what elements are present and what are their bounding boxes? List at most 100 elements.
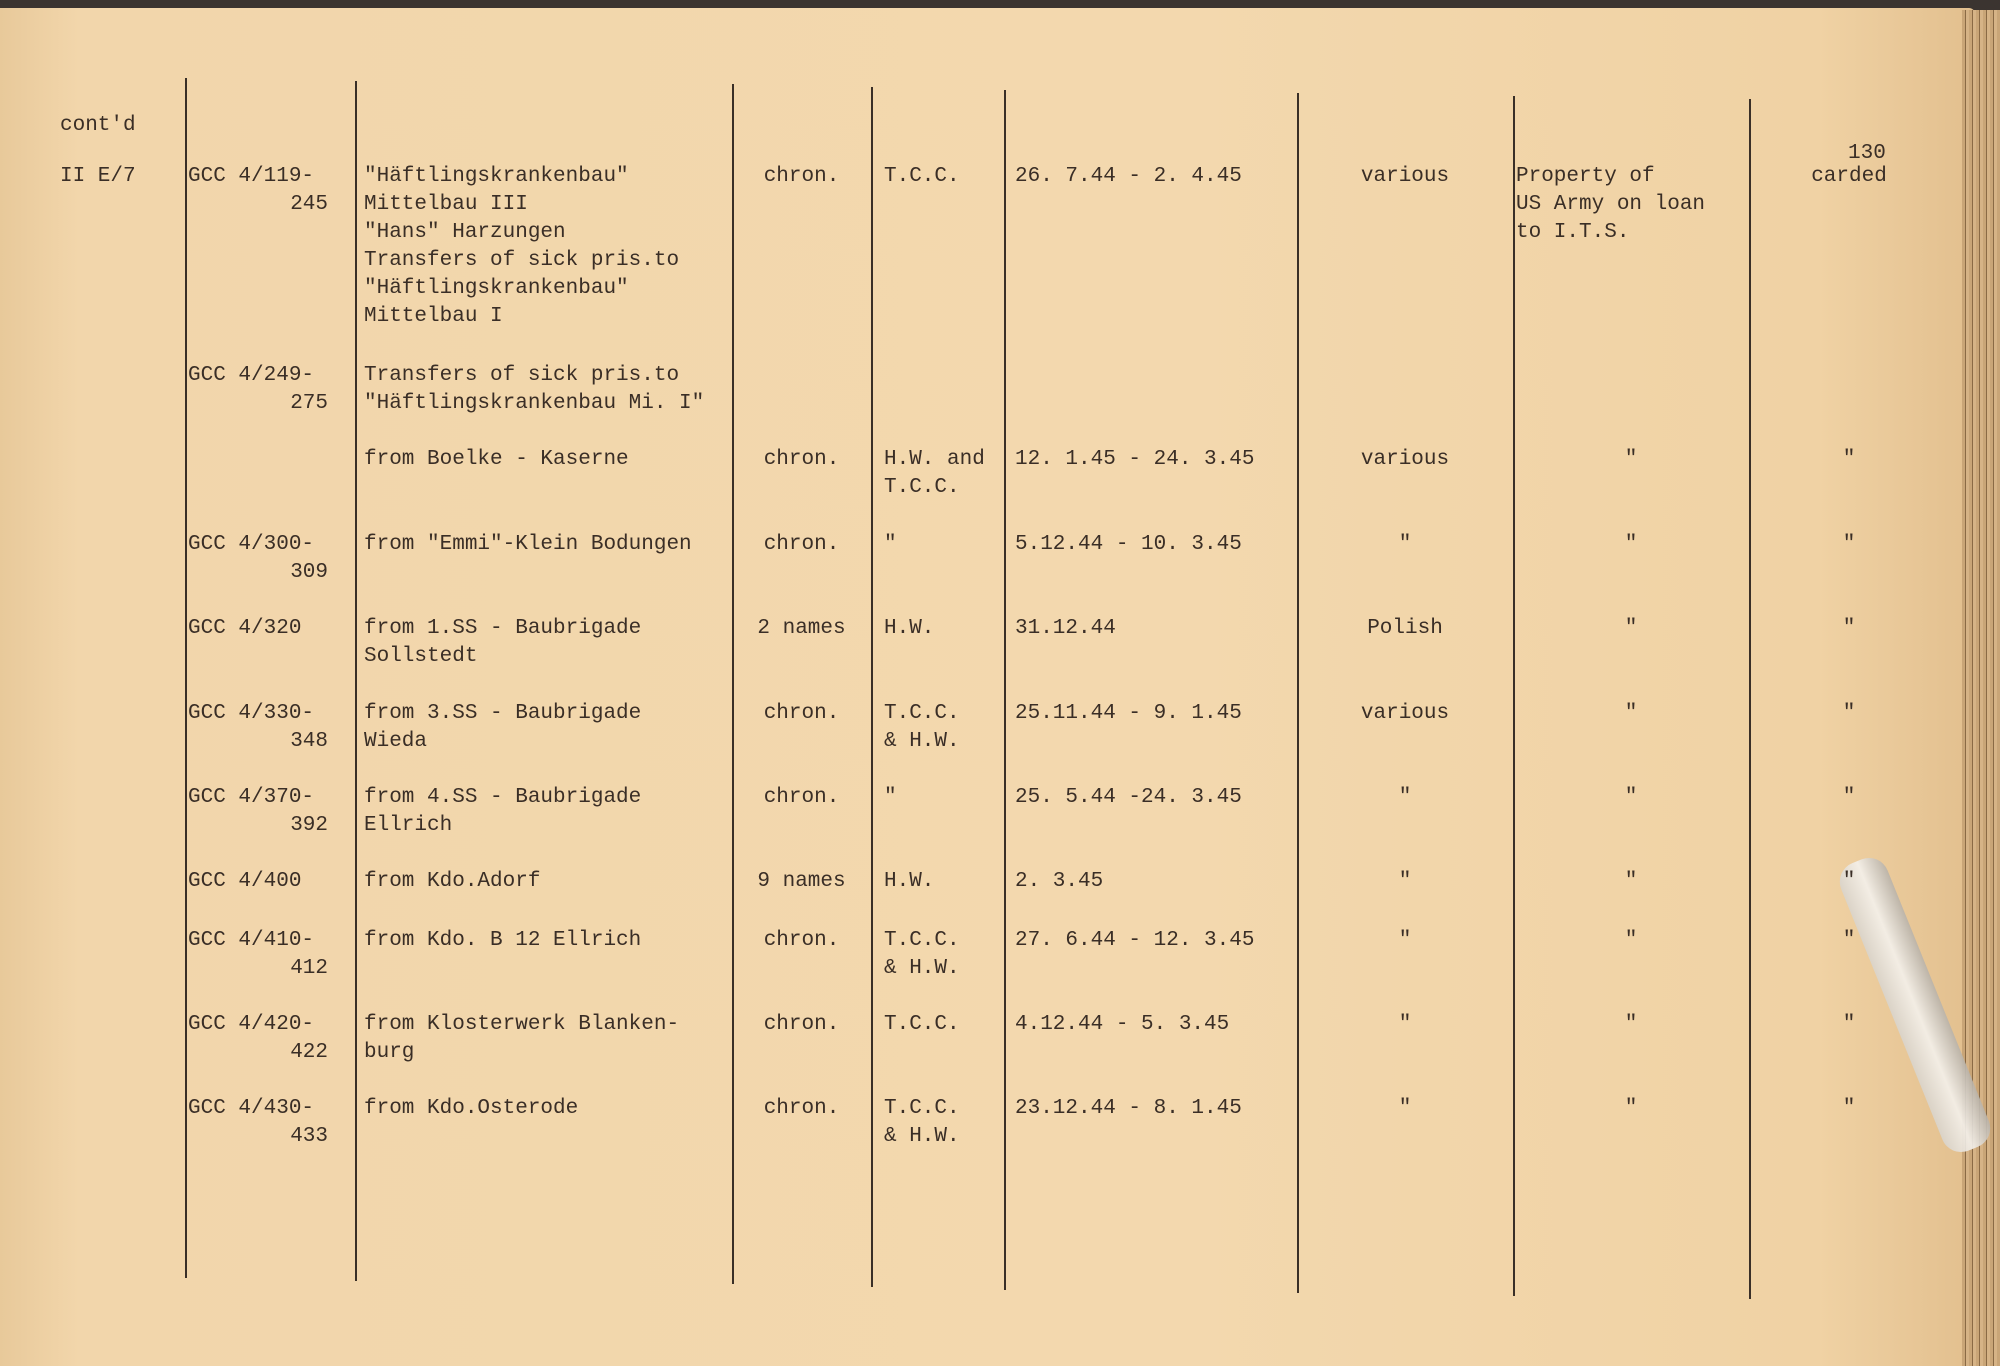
language: " [1398,786,1412,809]
record-type: chron. [763,1013,840,1036]
description-line: from Klosterwerk Blanken- [364,1013,680,1036]
ref-number: GCC 4/249- [188,364,315,387]
ref-number: GCC 4/370- [188,786,315,809]
description-line: "Häftlingskrankenbau" [364,277,629,300]
source-line: T.C.C. [884,165,960,188]
ref-number: GCC 4/400 [188,870,302,893]
column-divider [355,81,357,1281]
language: " [1398,1013,1412,1036]
description-line: from 3.SS - Baubrigade [364,702,642,725]
ref-number: GCC 4/410- [188,929,315,952]
source-line: T.C.C. [884,1013,960,1036]
section-code: II E/7 [60,165,136,188]
card-status: " [1842,1097,1856,1120]
record-type: chron. [763,165,840,188]
ref-number-cont: 422 [290,1041,328,1064]
source-line: T.C.C. [884,929,960,952]
ref-number: GCC 4/320 [188,617,302,640]
description-line: from Boelke - Kaserne [364,448,629,471]
date-range: 27. 6.44 - 12. 3.45 [1015,929,1255,952]
source-line: H.W. [884,870,935,893]
language: various [1360,448,1450,471]
description-line: from Kdo. B 12 Ellrich [364,929,642,952]
ref-number-cont: 348 [290,730,328,753]
language: " [1398,870,1412,893]
description-line: Transfers of sick pris.to [364,249,680,272]
description-line: "Häftlingskrankenbau" [364,165,629,188]
ref-number: GCC 4/300- [188,533,315,556]
description-line: from 1.SS - Baubrigade [364,617,642,640]
language: Polish [1367,617,1443,640]
record-type: 9 names [757,870,846,893]
ref-number: GCC 4/430- [188,1097,315,1120]
description-line: Mittelbau I [364,305,503,328]
date-range: 25. 5.44 -24. 3.45 [1015,786,1242,809]
ownership-line: " [1624,786,1638,809]
ownership-line: US Army on loan [1516,193,1706,216]
date-range: 26. 7.44 - 2. 4.45 [1015,165,1242,188]
language: " [1398,1097,1412,1120]
card-status: " [1842,533,1856,556]
description-line: "Hans" Harzungen [364,221,566,244]
record-type: chron. [763,1097,840,1120]
column-divider [871,87,873,1287]
card-status: " [1842,929,1856,952]
record-type: chron. [763,533,840,556]
card-status: carded [1811,165,1887,188]
record-type: chron. [763,702,840,725]
card-status: " [1842,1013,1856,1036]
ownership-line: " [1624,617,1638,640]
source-line: T.C.C. [884,1097,960,1120]
ref-number: GCC 4/420- [188,1013,315,1036]
language: " [1398,533,1412,556]
ownership-line: " [1624,448,1638,471]
card-status: " [1842,786,1856,809]
ref-number-cont: 275 [290,392,328,415]
ref-number-cont: 392 [290,814,328,837]
description-line: burg [364,1041,415,1064]
page-number: 130 [1848,142,1886,165]
description-line: Mittelbau III [364,193,528,216]
source-line: & H.W. [884,957,960,980]
date-range: 23.12.44 - 8. 1.45 [1015,1097,1242,1120]
page-edges [1962,10,2000,1366]
record-type: chron. [763,929,840,952]
column-divider [732,84,734,1284]
date-range: 4.12.44 - 5. 3.45 [1015,1013,1230,1036]
source-line: & H.W. [884,730,960,753]
description-line: "Häftlingskrankenbau Mi. I" [364,392,705,415]
ownership-line: Property of [1516,165,1655,188]
language: various [1360,702,1450,725]
ledger-page [0,8,1975,1366]
description-line: from 4.SS - Baubrigade [364,786,642,809]
card-status: " [1842,617,1856,640]
language: " [1398,929,1412,952]
source-line: H.W. and [884,448,985,471]
ref-number: GCC 4/119- [188,165,315,188]
ownership-line: to I.T.S. [1516,221,1630,244]
ownership-line: " [1624,702,1638,725]
card-status: " [1842,448,1856,471]
language: various [1360,165,1450,188]
contd-label: cont'd [60,114,136,137]
date-range: 2. 3.45 [1015,870,1104,893]
card-status: " [1842,702,1856,725]
description-line: Transfers of sick pris.to [364,364,680,387]
ownership-line: " [1624,929,1638,952]
date-range: 12. 1.45 - 24. 3.45 [1015,448,1255,471]
description-line: Wieda [364,730,428,753]
description-line: from Kdo.Adorf [364,870,541,893]
ref-number-cont: 412 [290,957,328,980]
ownership-line: " [1624,870,1638,893]
column-divider [1749,99,1751,1299]
source-line: H.W. [884,617,935,640]
source-line: & H.W. [884,1125,960,1148]
record-type: chron. [763,448,840,471]
column-divider [185,78,187,1278]
column-divider [1004,90,1006,1290]
record-type: 2 names [757,617,846,640]
source-line: " [884,533,897,556]
ownership-line: " [1624,1097,1638,1120]
card-status: " [1842,870,1856,893]
ref-number-cont: 433 [290,1125,328,1148]
